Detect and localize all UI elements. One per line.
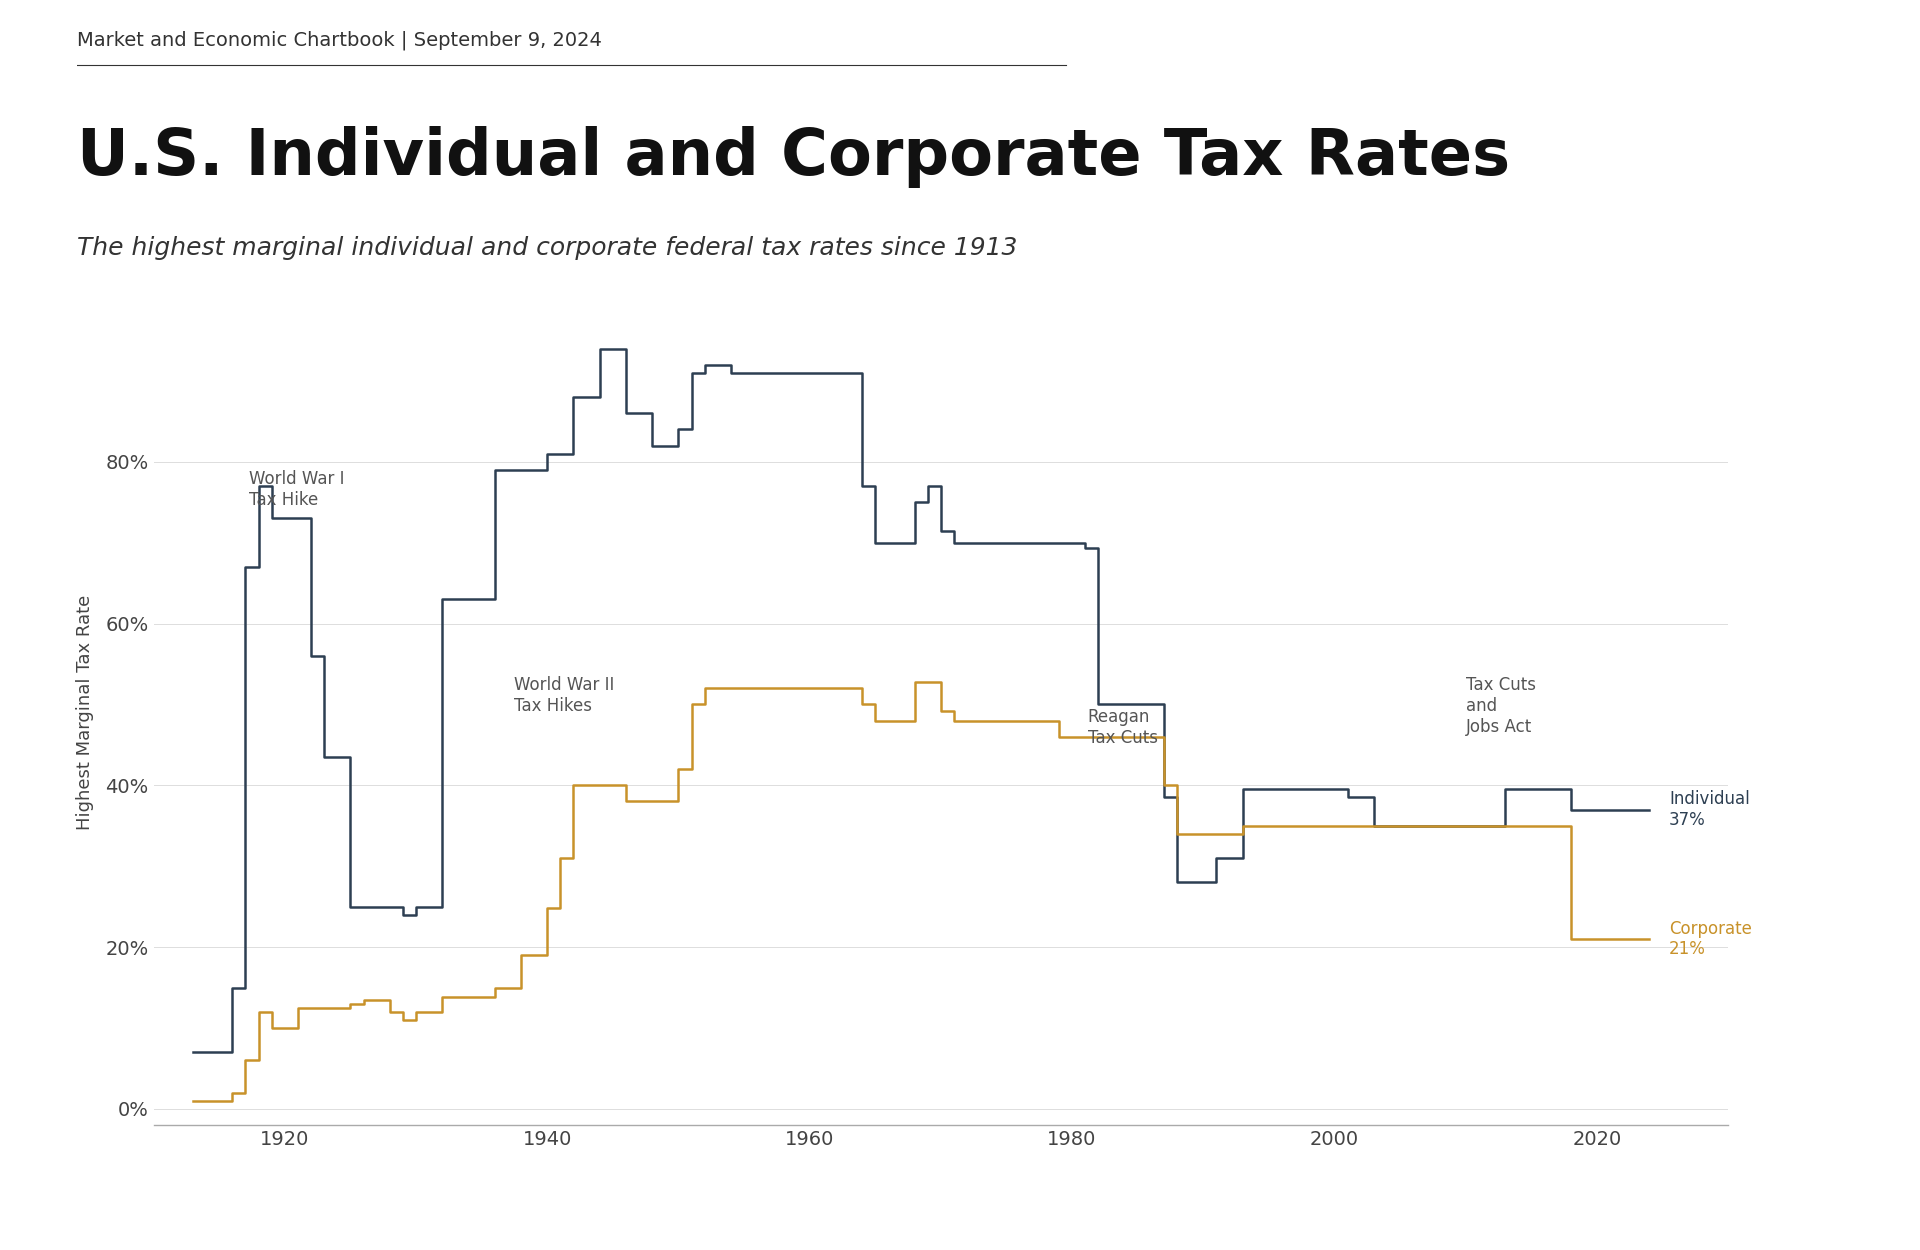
Text: CROSS BORDER: CROSS BORDER [1557,58,1692,72]
Text: WEALTH: WEALTH [1747,58,1809,72]
Text: Tax Cuts
and
Jobs Act: Tax Cuts and Jobs Act [1465,676,1536,736]
Text: The highest marginal individual and corporate federal tax rates since 1913: The highest marginal individual and corp… [77,236,1018,260]
Text: U.S. Individual and Corporate Tax Rates: U.S. Individual and Corporate Tax Rates [77,126,1509,189]
Y-axis label: Highest Marginal Tax Rate: Highest Marginal Tax Rate [77,595,94,830]
Text: Individual
37%: Individual 37% [1668,790,1749,829]
Text: World War I
Tax Hike: World War I Tax Hike [250,470,346,509]
Text: World War II
Tax Hikes: World War II Tax Hikes [515,676,614,715]
Text: Corporate
21%: Corporate 21% [1668,920,1751,959]
Text: Market and Economic Chartbook | September 9, 2024: Market and Economic Chartbook | Septembe… [77,30,601,50]
Text: Reagan
Tax Cuts: Reagan Tax Cuts [1089,709,1158,747]
